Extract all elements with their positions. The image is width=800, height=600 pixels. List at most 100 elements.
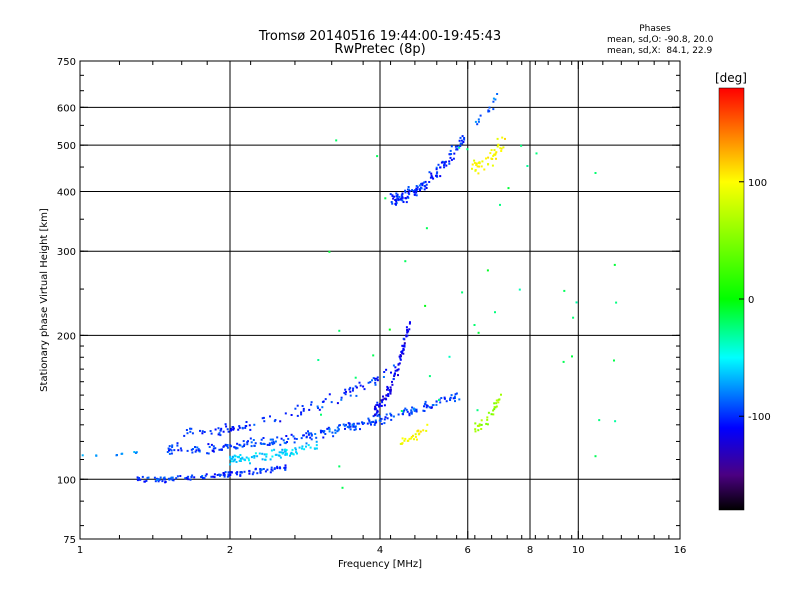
x-axis-ticks: 1 2 4 6 8 10 16 (77, 61, 686, 556)
data-point (494, 153, 497, 156)
data-point (328, 428, 331, 431)
data-point (222, 445, 225, 448)
data-point (307, 444, 310, 447)
data-point (340, 396, 343, 399)
data-point (191, 474, 194, 477)
data-point (219, 473, 222, 476)
data-point (386, 385, 389, 388)
data-point (400, 194, 403, 197)
data-point (322, 431, 325, 434)
data-point (340, 398, 343, 401)
data-point (347, 426, 350, 429)
data-point (313, 447, 316, 450)
data-point (500, 393, 502, 396)
data-point (369, 422, 372, 424)
data-point (358, 381, 361, 384)
data-point (486, 418, 489, 421)
data-point (416, 438, 418, 441)
data-point (384, 416, 387, 419)
data-point (373, 414, 376, 417)
data-point (496, 137, 499, 140)
data-point (336, 402, 339, 405)
data-point (458, 398, 461, 401)
data-point (419, 189, 421, 192)
data-point (393, 375, 396, 378)
data-point (393, 195, 396, 198)
data-point (407, 439, 410, 442)
data-point (520, 144, 523, 147)
data-point (256, 455, 259, 458)
data-point (368, 419, 371, 422)
data-point (459, 142, 462, 145)
data-point (301, 447, 303, 450)
data-point (180, 449, 183, 452)
data-point (279, 456, 282, 459)
data-point (410, 436, 413, 438)
data-point (421, 182, 424, 185)
data-point (191, 451, 194, 454)
data-point (443, 162, 446, 165)
data-point (399, 354, 402, 356)
data-point (249, 462, 251, 465)
data-point (450, 158, 453, 161)
data-point (504, 137, 506, 140)
data-point (428, 375, 431, 378)
data-point (500, 147, 503, 150)
data-point (424, 400, 427, 403)
data-point (497, 144, 500, 146)
data-point (414, 435, 417, 438)
data-point (395, 192, 398, 195)
data-point (167, 447, 170, 450)
data-point (453, 152, 456, 155)
data-point (474, 120, 477, 123)
data-point (227, 471, 230, 474)
data-point (296, 414, 299, 417)
data-point (171, 476, 174, 479)
data-point (417, 429, 420, 432)
data-point (363, 388, 366, 391)
data-point (463, 137, 466, 139)
data-point (248, 470, 251, 473)
data-point (415, 408, 418, 411)
data-point (238, 459, 241, 462)
data-point (507, 187, 510, 190)
data-point (407, 188, 410, 191)
data-point (415, 189, 418, 192)
data-point (413, 193, 416, 196)
data-point (380, 404, 383, 407)
data-point (269, 471, 272, 474)
data-point (210, 432, 213, 435)
data-point (273, 442, 276, 445)
data-point (260, 443, 263, 445)
data-point (197, 448, 200, 451)
data-point (355, 394, 358, 397)
data-point (276, 467, 279, 470)
data-point (236, 473, 238, 476)
data-point (214, 447, 217, 450)
data-point (376, 401, 379, 404)
data-point (478, 424, 481, 427)
data-point (397, 413, 400, 416)
data-point (168, 445, 171, 448)
data-point (214, 428, 217, 431)
x-axis-label: Frequency [MHz] (338, 559, 422, 570)
data-point (305, 432, 308, 435)
data-point (423, 405, 425, 408)
data-point (494, 98, 497, 101)
data-point (170, 449, 173, 452)
data-point (374, 405, 377, 408)
data-point (431, 404, 434, 407)
data-point (387, 387, 389, 390)
data-point (404, 197, 407, 200)
data-point (473, 159, 476, 162)
data-point (163, 478, 166, 481)
data-point (279, 443, 282, 446)
data-point (435, 174, 437, 177)
data-point (385, 398, 388, 401)
data-point (499, 147, 502, 150)
data-point (302, 434, 305, 437)
data-point (318, 408, 321, 411)
data-point (162, 477, 165, 480)
data-point (139, 478, 142, 481)
data-point (244, 459, 247, 462)
